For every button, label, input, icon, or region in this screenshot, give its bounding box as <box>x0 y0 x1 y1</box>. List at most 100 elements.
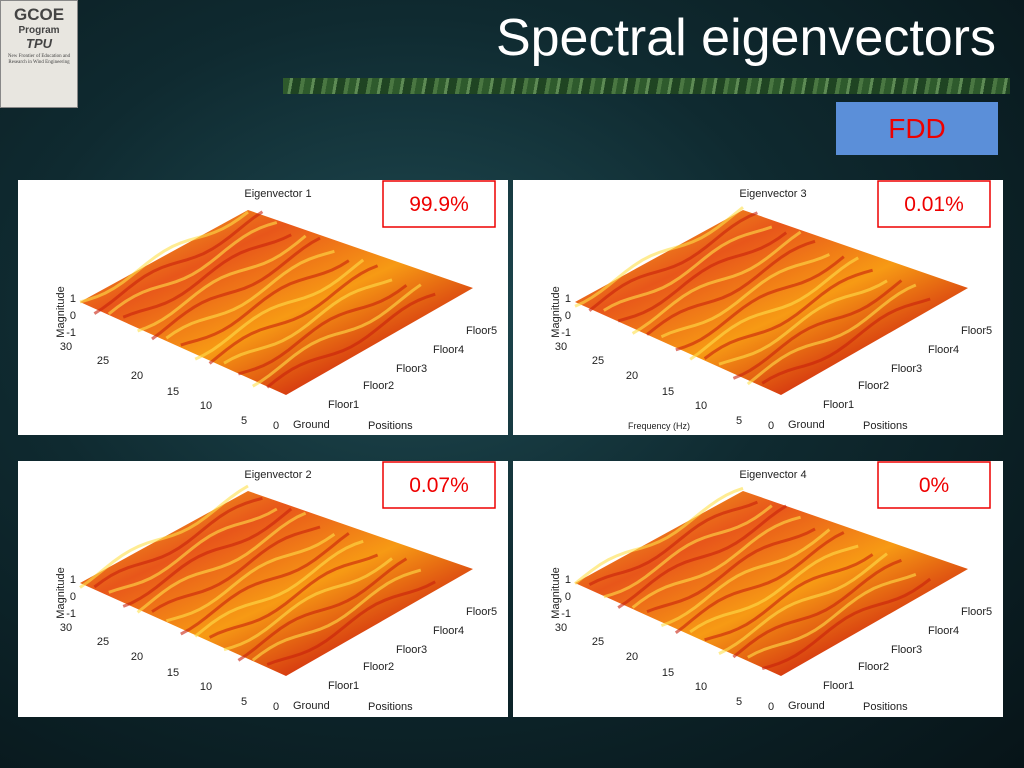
surface-ridge <box>266 292 436 389</box>
surface-ridge <box>194 258 365 361</box>
freq-tick-label: 30 <box>60 341 72 353</box>
position-tick-label: Floor5 <box>961 606 992 618</box>
surface-ridge <box>194 539 364 638</box>
surface-ridge <box>588 500 758 586</box>
logo: GCOE Program TPU New Frontier of Educati… <box>0 0 78 108</box>
logo-motto: New Frontier of Education and Research i… <box>7 54 71 65</box>
share-label: 0.01% <box>904 193 964 216</box>
position-tick-label: Floor1 <box>823 680 854 692</box>
surface-ridge <box>165 532 336 623</box>
plot-panel: Eigenvector 3 0.01%Magnitude 10-1302520151… <box>513 180 1003 435</box>
surface-ridge <box>93 210 264 315</box>
plot-panel: Eigenvector 2 0.07%Magnitude 10-1302520151… <box>18 461 508 717</box>
surface <box>575 491 968 676</box>
share-box <box>382 461 496 509</box>
surface-ridge <box>675 255 845 352</box>
surface-ridge <box>208 264 379 365</box>
position-tick-label: Ground <box>788 419 825 431</box>
freq-tick-label: 25 <box>592 636 604 648</box>
position-tick-label: Ground <box>293 419 330 431</box>
surface-ridge <box>761 297 931 385</box>
freq-tick-label: 15 <box>662 386 674 398</box>
freq-tick-label: 30 <box>555 341 567 353</box>
position-tick-label: Ground <box>788 700 825 712</box>
surface-ridge <box>747 572 917 659</box>
position-tick-label: Floor4 <box>433 625 464 637</box>
position-tick-label: Floor3 <box>891 363 922 375</box>
surface <box>80 210 473 395</box>
position-tick-label: Floor3 <box>396 644 427 656</box>
surface-ridge <box>574 486 744 585</box>
panel-title: Eigenvector 1 <box>244 188 311 200</box>
surface-ridge <box>646 239 816 336</box>
panel-title: Eigenvector 4 <box>739 469 806 481</box>
positions-axis-label: Positions <box>863 420 908 432</box>
share-label: 0% <box>919 474 949 497</box>
surface-ridge <box>208 553 379 639</box>
z-tick-label: -1 <box>561 608 571 620</box>
logo-name: GCOE <box>13 5 65 24</box>
freq-tick-label: 25 <box>97 636 109 648</box>
surface-ridge <box>151 525 321 613</box>
surface-ridge <box>689 256 859 361</box>
position-tick-label: Floor5 <box>466 325 497 337</box>
surface-ridge <box>732 558 902 659</box>
freq-tick-label: 5 <box>736 696 742 708</box>
surface-ridge <box>237 557 408 662</box>
logo-program: Program <box>18 25 60 36</box>
position-tick-label: Floor4 <box>433 344 464 356</box>
z-tick-label: 1 <box>70 293 76 305</box>
freq-tick-label: 0 <box>273 701 279 713</box>
surface-ridge <box>79 484 249 589</box>
freq-tick-label: 0 <box>768 420 774 432</box>
position-tick-label: Floor2 <box>363 661 394 673</box>
surface-ridge <box>237 284 408 376</box>
surface <box>575 210 968 395</box>
surface-ridge <box>122 507 293 608</box>
freq-tick-label: 20 <box>131 370 143 382</box>
freq-tick-label: 30 <box>60 622 72 634</box>
surface-ridge <box>251 568 422 662</box>
positions-axis-label: Positions <box>863 701 908 713</box>
share-box <box>877 461 991 509</box>
z-axis-label: Magnitude <box>550 567 562 618</box>
surface-ridge <box>617 231 788 323</box>
position-tick-label: Floor3 <box>396 363 427 375</box>
surface-ridge <box>689 544 859 634</box>
surface-ridge <box>574 206 744 308</box>
share-box <box>877 180 991 228</box>
surface-ridge <box>180 259 350 347</box>
plot-panel: Eigenvector 1 99.9%Magnitude 10-1302520151… <box>18 180 508 435</box>
position-tick-label: Floor2 <box>858 661 889 673</box>
surface-ridge <box>165 249 335 340</box>
surface-ridge <box>761 577 932 671</box>
freq-tick-label: 0 <box>768 701 774 713</box>
surface-ridge <box>588 211 758 312</box>
surface-ridge <box>137 234 307 333</box>
z-tick-label: -1 <box>561 327 571 339</box>
z-tick-label: -1 <box>66 608 76 620</box>
surface-ridge <box>674 531 845 634</box>
share-label: 99.9% <box>409 193 469 216</box>
surface-ridge <box>732 279 903 380</box>
z-tick-label: 1 <box>70 574 76 586</box>
surface-ridge <box>223 278 393 365</box>
position-tick-label: Floor4 <box>928 625 959 637</box>
surface-ridge <box>718 279 888 366</box>
surface-ridge <box>718 552 888 655</box>
freq-tick-label: 30 <box>555 622 567 634</box>
panel-title: Eigenvector 2 <box>244 469 311 481</box>
z-axis-label: Magnitude <box>550 286 562 337</box>
positions-axis-label: Positions <box>368 701 413 713</box>
surface-ridge <box>223 557 393 652</box>
z-axis-label: Magnitude <box>55 567 67 618</box>
freq-tick-label: 10 <box>200 400 212 412</box>
surface-ridge <box>660 253 830 339</box>
freq-tick-label: 5 <box>736 415 742 427</box>
surface-ridge <box>646 527 816 614</box>
surface-ridge <box>136 511 307 614</box>
surface-ridge <box>151 236 321 341</box>
z-tick-label: 0 <box>565 591 571 603</box>
positions-axis-label: Positions <box>368 420 413 432</box>
freq-tick-label: 20 <box>131 651 143 663</box>
